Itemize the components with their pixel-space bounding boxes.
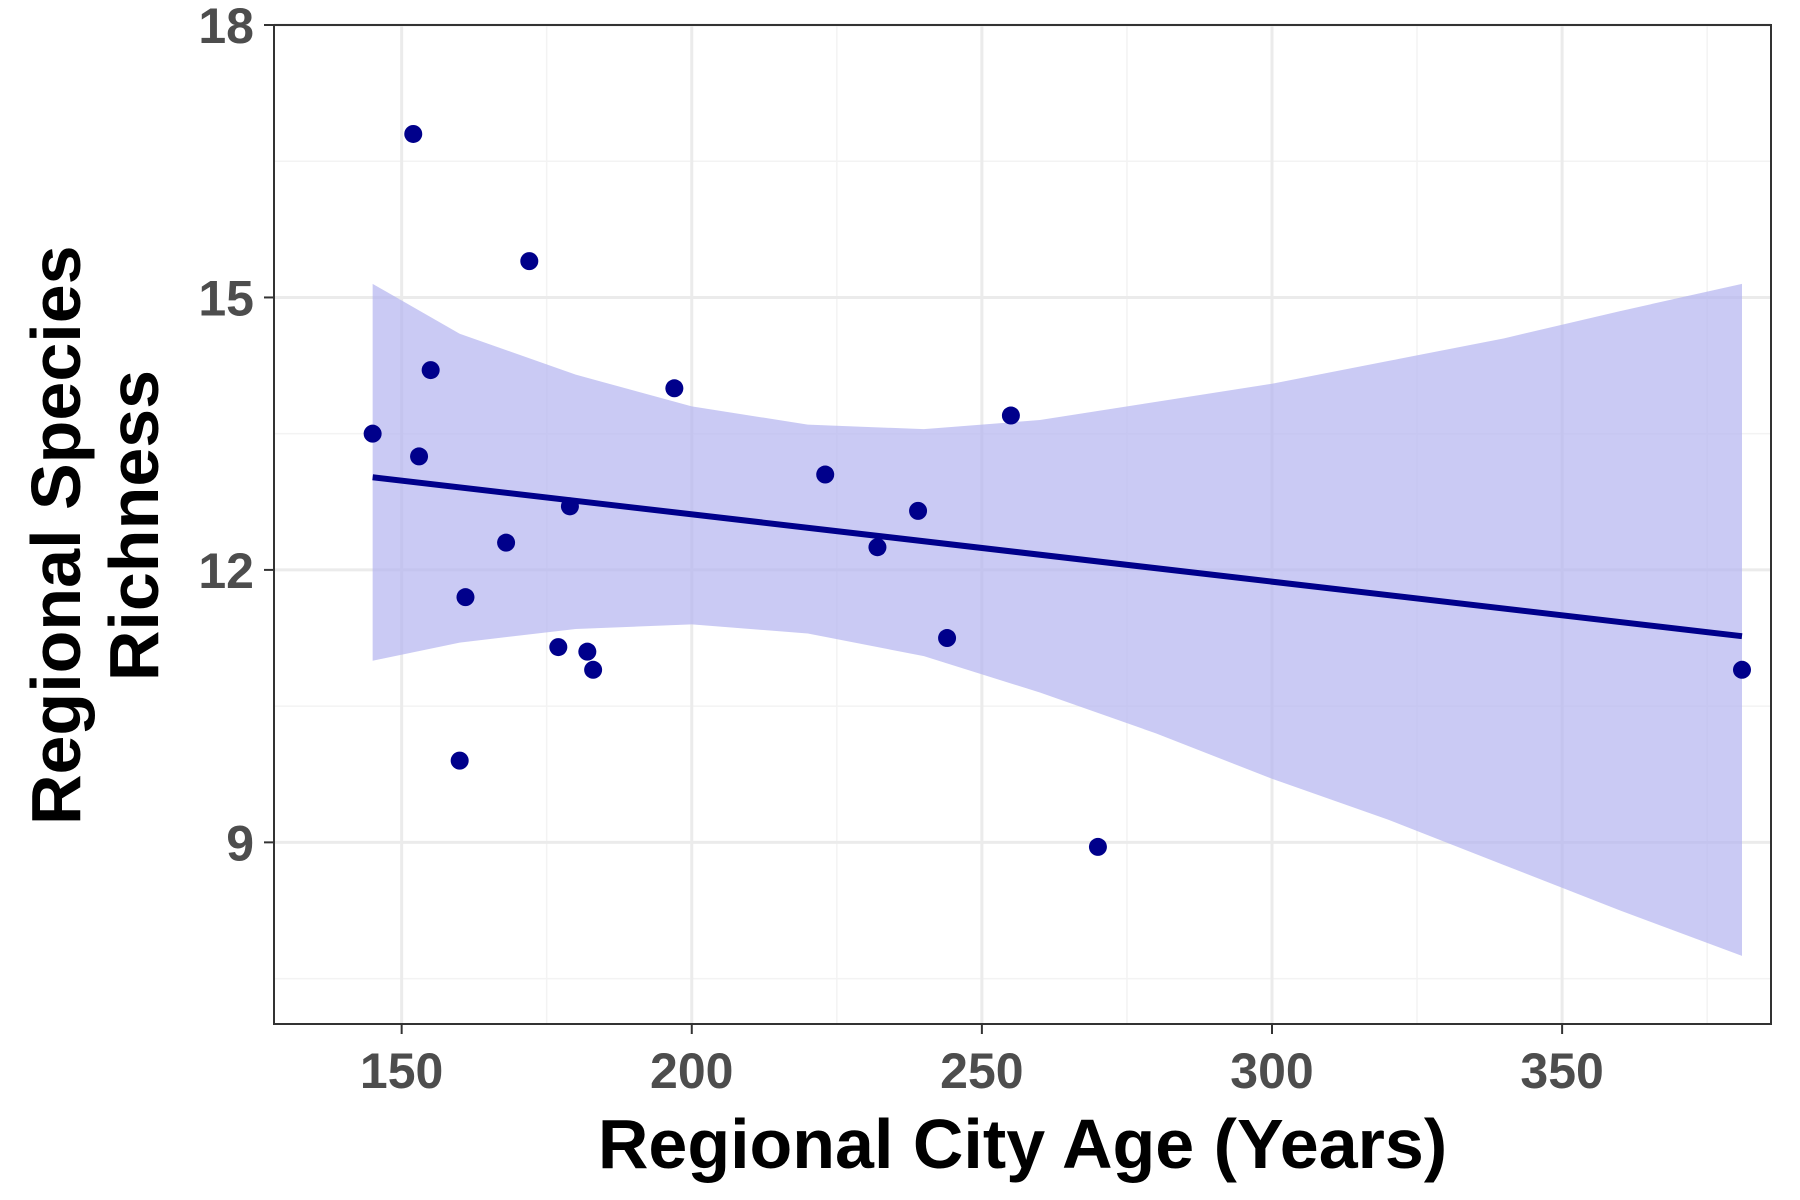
data-point [1732,660,1751,679]
data-point [560,497,579,516]
data-point [665,379,684,398]
x-tick-label: 350 [1520,1043,1603,1099]
fit-line-layer [372,474,1743,640]
data-point [938,629,957,648]
data-point [1001,406,1020,425]
data-point [404,124,423,143]
data-point [578,642,597,661]
data-point [456,588,475,607]
data-point [868,538,887,557]
data-point [450,751,469,770]
y-tick-label: 12 [198,543,254,599]
y-axis-title: Regional Species Richness [17,226,173,825]
y-axis-title-line-2: Richness [95,370,173,681]
x-axis-ticks: 150 200 250 300 350 [360,1024,1604,1099]
y-tick-label: 9 [226,815,254,871]
regression-line [372,474,1743,640]
data-point [584,660,603,679]
y-axis-title-line-1: Regional Species [17,245,95,825]
data-point [816,465,835,484]
data-point [363,424,382,443]
data-point [497,533,516,552]
panel-border [273,24,1772,1025]
data-point [421,361,440,380]
x-tick-label: 150 [360,1043,443,1099]
confidence-band-layer [372,283,1742,956]
data-point [410,447,429,466]
data-point [520,252,539,271]
x-tick-label: 300 [1230,1043,1313,1099]
data-point [909,501,928,520]
confidence-band [372,283,1742,956]
data-points-layer [363,124,1751,856]
x-tick-label: 200 [650,1043,733,1099]
data-point [549,638,568,657]
y-axis-ticks: 9 12 15 18 [198,0,274,871]
y-tick-label: 18 [198,0,254,54]
x-axis-title: Regional City Age (Years) [598,1105,1447,1183]
y-tick-label: 15 [198,270,254,326]
x-tick-label: 250 [940,1043,1023,1099]
data-point [1088,837,1107,856]
